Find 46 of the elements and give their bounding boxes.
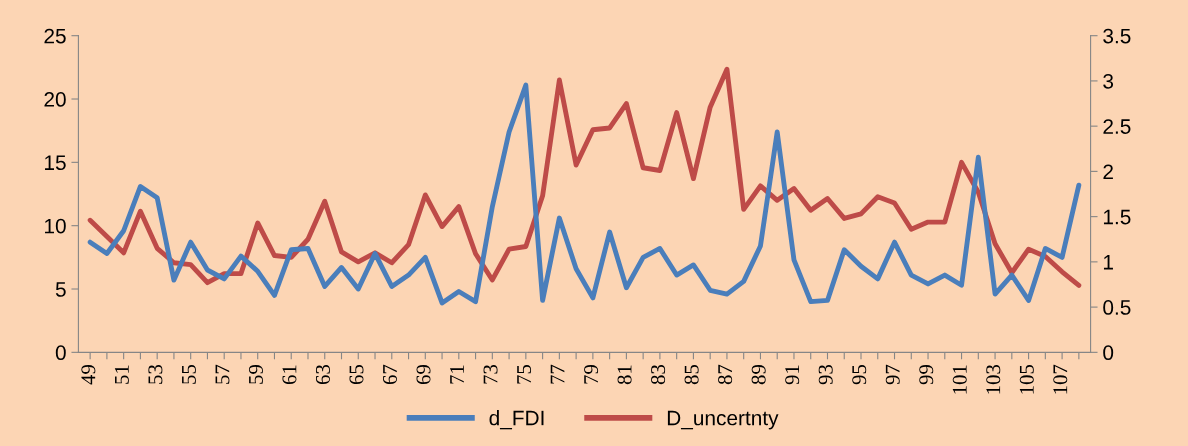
y-tick-label: 25 [44, 28, 66, 44]
x-tick-label: 53 [148, 364, 163, 384]
y-tick-label: 10 [45, 218, 66, 234]
legend-label: d_FDI [489, 410, 544, 430]
x-tick-label: 77 [550, 364, 565, 384]
x-tick-label: 101 [952, 365, 967, 394]
x-tick-label: 105 [1019, 364, 1034, 394]
y-tick-label: 0 [55, 345, 66, 361]
x-tick-label: 89 [751, 365, 766, 385]
y2-tick-label: 1.5 [1103, 209, 1131, 225]
x-tick-label: 87 [718, 364, 733, 385]
y2-tick-label: 0.5 [1103, 300, 1131, 315]
y-tick-label: 5 [55, 282, 66, 297]
y2-tick-label: 3 [1103, 73, 1114, 89]
y-tick-label: 20 [44, 92, 66, 107]
y-tick-label: 15 [45, 155, 66, 171]
y2-tick-label: 0 [1103, 345, 1114, 361]
x-tick-label: 67 [382, 364, 397, 385]
x-tick-label: 71 [450, 365, 464, 384]
x-tick-label: 65 [349, 364, 364, 385]
x-tick-label: 73 [483, 364, 498, 384]
x-tick-label: 99 [919, 365, 934, 385]
y2-tick-label: 2 [1103, 164, 1113, 179]
x-tick-label: 59 [248, 365, 263, 384]
y2-tick-label: 2.5 [1103, 119, 1131, 134]
x-tick-label: 83 [651, 364, 666, 385]
x-tick-label: 97 [885, 364, 900, 385]
legend-label: D_uncertnty [667, 410, 779, 430]
x-tick-label: 95 [852, 364, 867, 385]
x-tick-label: 63 [315, 364, 330, 385]
x-tick-label: 55 [182, 364, 196, 384]
x-tick-label: 93 [818, 364, 833, 385]
x-tick-label: 107 [1053, 364, 1068, 394]
x-tick-label: 49 [81, 365, 96, 385]
x-tick-label: 85 [684, 364, 699, 385]
x-tick-label: 61 [282, 365, 297, 385]
x-tick-label: 79 [584, 365, 599, 384]
x-tick-label: 57 [215, 364, 230, 384]
x-tick-label: 103 [986, 364, 1001, 394]
x-tick-label: 51 [114, 365, 129, 384]
x-tick-label: 75 [517, 364, 532, 384]
x-tick-label: 69 [416, 365, 431, 385]
y2-tick-label: 1 [1103, 255, 1113, 270]
y2-tick-label: 3.5 [1103, 28, 1131, 44]
x-tick-label: 91 [785, 365, 800, 385]
x-tick-label: 81 [617, 365, 632, 385]
